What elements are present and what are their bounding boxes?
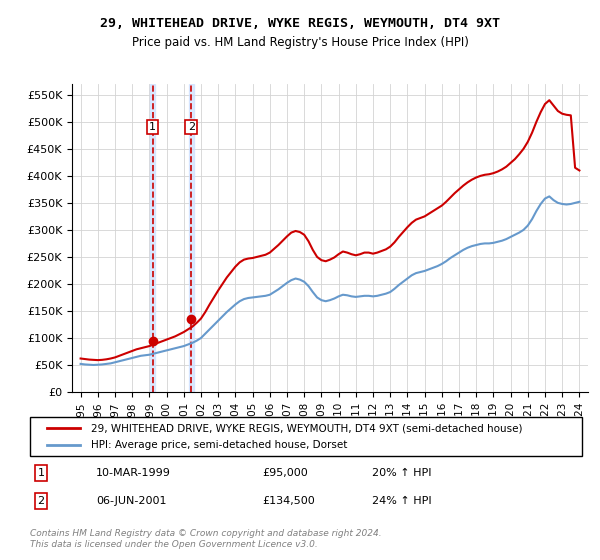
Text: 29, WHITEHEAD DRIVE, WYKE REGIS, WEYMOUTH, DT4 9XT: 29, WHITEHEAD DRIVE, WYKE REGIS, WEYMOUT… [100, 17, 500, 30]
Text: £95,000: £95,000 [262, 468, 308, 478]
Text: 10-MAR-1999: 10-MAR-1999 [96, 468, 171, 478]
Text: Price paid vs. HM Land Registry's House Price Index (HPI): Price paid vs. HM Land Registry's House … [131, 36, 469, 49]
Text: 1: 1 [149, 122, 156, 132]
Text: 2: 2 [37, 496, 44, 506]
Text: Contains HM Land Registry data © Crown copyright and database right 2024.
This d: Contains HM Land Registry data © Crown c… [30, 529, 382, 549]
Text: 20% ↑ HPI: 20% ↑ HPI [372, 468, 432, 478]
FancyBboxPatch shape [30, 417, 582, 456]
Bar [150, 84, 155, 392]
Text: 1: 1 [38, 468, 44, 478]
Text: HPI: Average price, semi-detached house, Dorset: HPI: Average price, semi-detached house,… [91, 440, 347, 450]
Text: £134,500: £134,500 [262, 496, 314, 506]
Text: 06-JUN-2001: 06-JUN-2001 [96, 496, 167, 506]
Text: 29, WHITEHEAD DRIVE, WYKE REGIS, WEYMOUTH, DT4 9XT (semi-detached house): 29, WHITEHEAD DRIVE, WYKE REGIS, WEYMOUT… [91, 423, 522, 433]
Text: 2: 2 [188, 122, 195, 132]
Bar [188, 84, 194, 392]
Text: 24% ↑ HPI: 24% ↑ HPI [372, 496, 432, 506]
